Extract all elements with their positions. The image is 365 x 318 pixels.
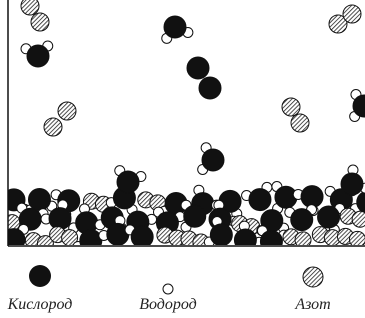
nitrogen-atom (44, 118, 62, 136)
oxygen-atom (49, 208, 71, 230)
nitrogen-atom (282, 98, 300, 116)
oxygen-atom (164, 16, 186, 38)
oxygen-atom (210, 224, 232, 246)
vessel-contents (0, 0, 365, 257)
oxygen-atom (199, 77, 221, 99)
hydrogen-atom (133, 245, 143, 255)
oxygen-atom (187, 57, 209, 79)
oxygen-atom (260, 230, 282, 252)
oxygen-atom (3, 229, 25, 251)
oxygen-atom (234, 229, 256, 251)
oxygen-atom (27, 45, 49, 67)
legend-label: Азот (294, 296, 330, 313)
hydrogen-atom (94, 247, 104, 257)
oxygen-atom (341, 173, 363, 195)
hydrogen-icon (163, 284, 173, 294)
legend-label: Водород (139, 296, 197, 313)
nitrogen-atom (349, 231, 365, 247)
hydrogen-atom (17, 246, 27, 256)
illustration: Кислород Водород Азот (0, 0, 365, 318)
nitrogen-atom (352, 211, 365, 227)
hydrogen-atom (0, 203, 8, 213)
oxygen-atom (107, 223, 129, 245)
nitrogen-atom (21, 0, 39, 15)
nitrogen-atom (291, 114, 309, 132)
nitrogen-icon (303, 267, 323, 287)
nitrogen-atom (58, 102, 76, 120)
oxygen-atom (117, 171, 139, 193)
oxygen-atom (131, 226, 153, 248)
nitrogen-atom (4, 215, 20, 231)
oxygen-atom (318, 206, 340, 228)
nitrogen-atom (343, 5, 361, 23)
nitrogen-atom (0, 212, 8, 228)
nitrogen-atom (31, 13, 49, 31)
oxygen-atom (28, 189, 50, 211)
oxygen-icon (29, 265, 51, 287)
oxygen-atom (291, 209, 313, 231)
oxygen-atom (80, 230, 102, 252)
oxygen-atom (249, 189, 271, 211)
oxygen-atom (202, 149, 224, 171)
oxygen-atom (184, 205, 206, 227)
legend-label: Кислород (7, 296, 73, 313)
